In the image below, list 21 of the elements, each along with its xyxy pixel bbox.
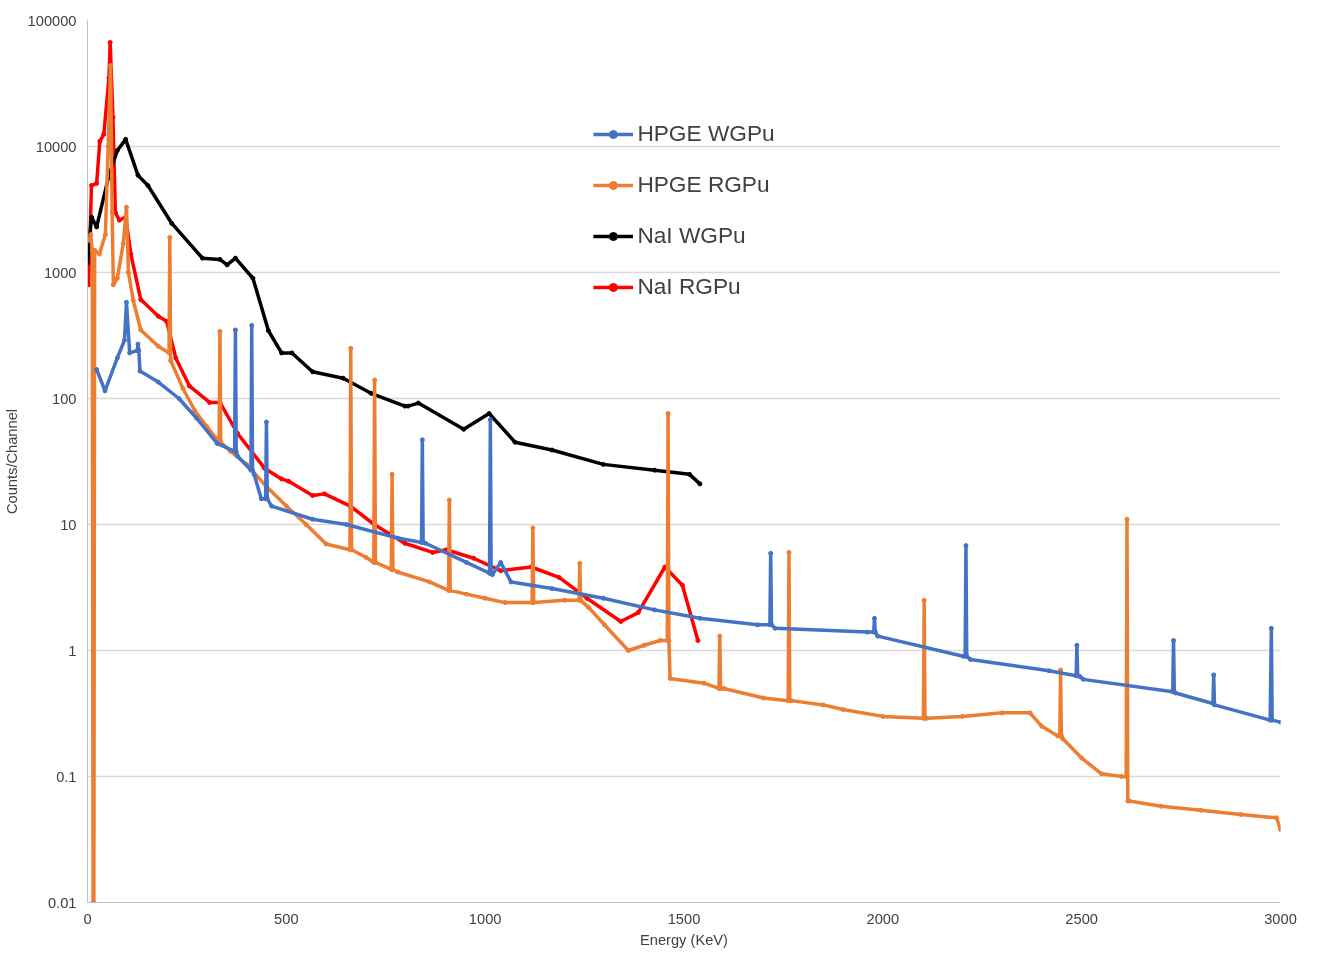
legend-label: HPGE WGPu (637, 120, 775, 147)
x-tick-label: 3000 (1264, 910, 1297, 927)
x-tick-label: 2000 (866, 910, 900, 927)
y-tick-label: 0.1 (56, 768, 77, 785)
x-tick-label: 1500 (667, 910, 701, 927)
legend-label: NaI WGPu (637, 222, 746, 249)
legend-label: NaI RGPu (637, 273, 741, 300)
x-tick-label: 1000 (468, 910, 502, 927)
x-tick-label: 0 (83, 910, 92, 927)
x-tick-label: 2500 (1065, 910, 1098, 927)
y-tick-label: 100000 (27, 12, 77, 29)
x-axis-title: Energy (KeV) (640, 931, 728, 948)
y-tick-label: 1000 (43, 264, 77, 281)
x-tick-label: 500 (274, 910, 299, 927)
y-tick-label: 10000 (35, 138, 77, 155)
legend-label: HPGE RGPu (637, 171, 770, 198)
y-tick-label: 100 (52, 390, 77, 407)
y-tick-label: 1 (68, 642, 77, 659)
y-tick-label: 10 (60, 516, 77, 533)
y-axis-title: Counts/Channel (3, 408, 20, 515)
y-tick-label: 0.01 (47, 894, 77, 911)
